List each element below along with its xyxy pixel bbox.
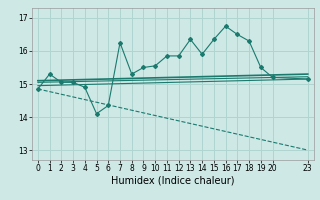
X-axis label: Humidex (Indice chaleur): Humidex (Indice chaleur) [111,176,235,186]
